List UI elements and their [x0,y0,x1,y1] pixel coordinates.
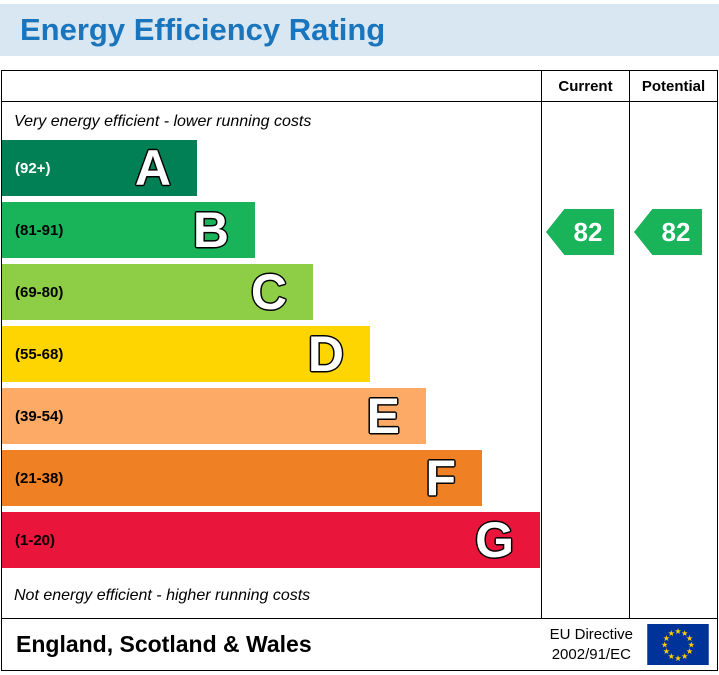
svg-text:★: ★ [688,640,695,650]
band-range-label: (1-20) [15,531,56,549]
table-footer: England, Scotland & Wales EU Directive 2… [2,618,717,670]
band-range-label: (81-91) [15,221,64,239]
bands: (92+) A (81-91) B (69-80) C (55-68) D (39-54) E (2… [2,140,541,574]
band-row-g: (1-20) G [2,512,541,568]
current-rating-cell: 82 [542,102,630,618]
band-bar-c: (69-80) C [2,264,313,320]
band-range-label: (55-68) [15,345,64,363]
band-range-label: (21-38) [15,469,64,487]
title-banner: Energy Efficiency Rating [0,4,719,56]
svg-text:★: ★ [663,633,670,643]
svg-text:★: ★ [668,628,675,638]
band-row-c: (69-80) C [2,264,541,320]
band-letter: C [250,264,287,320]
chart-cell: Very energy efficient - lower running co… [2,102,542,618]
rating-table: Current Potential Very energy efficient … [1,70,718,671]
header-cell-chart [2,71,542,101]
svg-text:★: ★ [668,651,675,661]
band-bar-d: (55-68) D [2,326,370,382]
band-row-e: (39-54) E [2,388,541,444]
potential-rating-cell: 82 [630,102,717,618]
band-letter: D [307,326,344,382]
band-range-label: (92+) [15,159,51,177]
eu-flag-icon: ★ ★ ★ ★ ★ ★ ★ ★ ★ ★ ★ ★ [647,624,709,665]
band-letter: B [192,202,229,258]
table-header-row: Current Potential [2,71,717,102]
band-row-b: (81-91) B [2,202,541,258]
band-bar-e: (39-54) E [2,388,426,444]
band-bar-g: (1-20) G [2,512,540,568]
svg-text:★: ★ [663,646,670,656]
region-label: England, Scotland & Wales [16,631,312,657]
bottom-note: Not energy efficient - higher running co… [14,587,311,604]
band-row-d: (55-68) D [2,326,541,382]
svg-text:★: ★ [686,633,693,643]
band-letter: E [366,388,400,444]
band-bar-f: (21-38) F [2,450,482,506]
band-range-label: (69-80) [15,283,64,301]
svg-text:★: ★ [681,651,688,661]
band-row-a: (92+) A [2,140,541,196]
band-bar-a: (92+) A [2,140,197,196]
eu-directive-line2: 2002/91/EC [551,645,631,663]
band-range-label: (39-54) [15,407,64,425]
svg-text:★: ★ [674,626,681,636]
eu-directive-label: EU Directive 2002/91/EC [550,625,633,664]
header-cell-current: Current [542,71,630,101]
band-letter: A [134,140,171,196]
svg-text:★: ★ [661,640,668,650]
eu-directive-line1: EU Directive [549,626,633,643]
top-note: Very energy efficient - lower running co… [14,113,312,130]
potential-rating-arrow: 82 [634,209,702,255]
svg-text:★: ★ [674,653,681,663]
current-rating-value: 82 [573,216,603,247]
svg-text:★: ★ [686,646,693,656]
eu-flag-stars: ★ ★ ★ ★ ★ ★ ★ ★ ★ ★ ★ ★ [661,626,695,663]
svg-text:★: ★ [681,628,688,638]
header-cell-potential: Potential [641,77,706,95]
page-title: Energy Efficiency Rating [20,12,386,47]
band-letter: F [425,450,456,506]
band-letter: G [475,512,514,568]
table-body: Very energy efficient - lower running co… [2,102,717,618]
band-bar-b: (81-91) B [2,202,255,258]
current-rating-arrow: 82 [546,209,614,255]
band-row-f: (21-38) F [2,450,541,506]
potential-rating-value: 82 [661,216,691,247]
